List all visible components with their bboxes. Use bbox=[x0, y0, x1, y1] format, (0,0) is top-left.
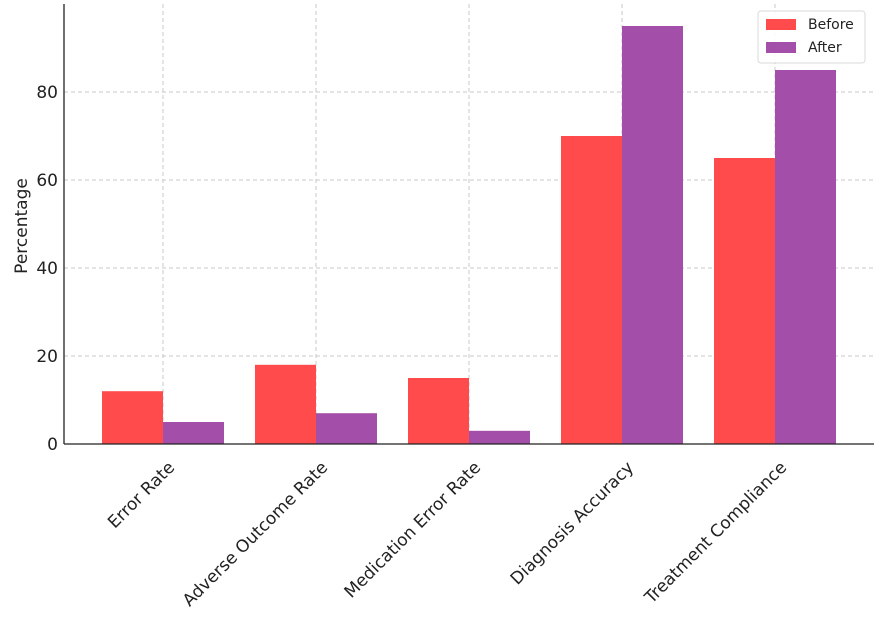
legend-swatch-before bbox=[766, 19, 796, 30]
x-tick-label: Error Rate bbox=[104, 458, 179, 533]
y-tick-label: 40 bbox=[36, 259, 58, 279]
legend-label-before: Before bbox=[808, 17, 854, 33]
legend-swatch-after bbox=[766, 42, 796, 53]
legend-label-after: After bbox=[808, 40, 842, 56]
bar-before-2 bbox=[408, 378, 469, 444]
bar-after-2 bbox=[469, 430, 530, 444]
x-tick-label: Treatment Compliance bbox=[640, 458, 791, 609]
bar-before-4 bbox=[714, 158, 775, 444]
x-tick-label: Medication Error Rate bbox=[341, 458, 485, 602]
bar-after-0 bbox=[163, 422, 224, 444]
x-tick-label: Adverse Outcome Rate bbox=[179, 458, 332, 611]
y-tick-label: 0 bbox=[47, 435, 58, 455]
bar-before-3 bbox=[561, 136, 622, 444]
y-tick-label: 20 bbox=[36, 347, 58, 367]
y-axis-title: Percentage bbox=[12, 178, 32, 274]
bar-after-1 bbox=[316, 413, 377, 444]
axes bbox=[63, 4, 874, 445]
x-tick-label: Diagnosis Accuracy bbox=[507, 458, 638, 589]
bar-before-1 bbox=[255, 364, 316, 444]
bar-before-0 bbox=[102, 391, 163, 444]
bar-after-4 bbox=[775, 70, 836, 444]
y-tick-labels: 0 20 40 60 80 bbox=[36, 83, 58, 455]
x-tick-labels: Error Rate Adverse Outcome Rate Medication… bbox=[104, 458, 791, 611]
y-tick-label: 60 bbox=[36, 171, 58, 191]
bars bbox=[102, 26, 836, 444]
legend: Before After bbox=[757, 10, 866, 64]
bar-after-3 bbox=[622, 26, 683, 444]
y-tick-label: 80 bbox=[36, 83, 58, 103]
